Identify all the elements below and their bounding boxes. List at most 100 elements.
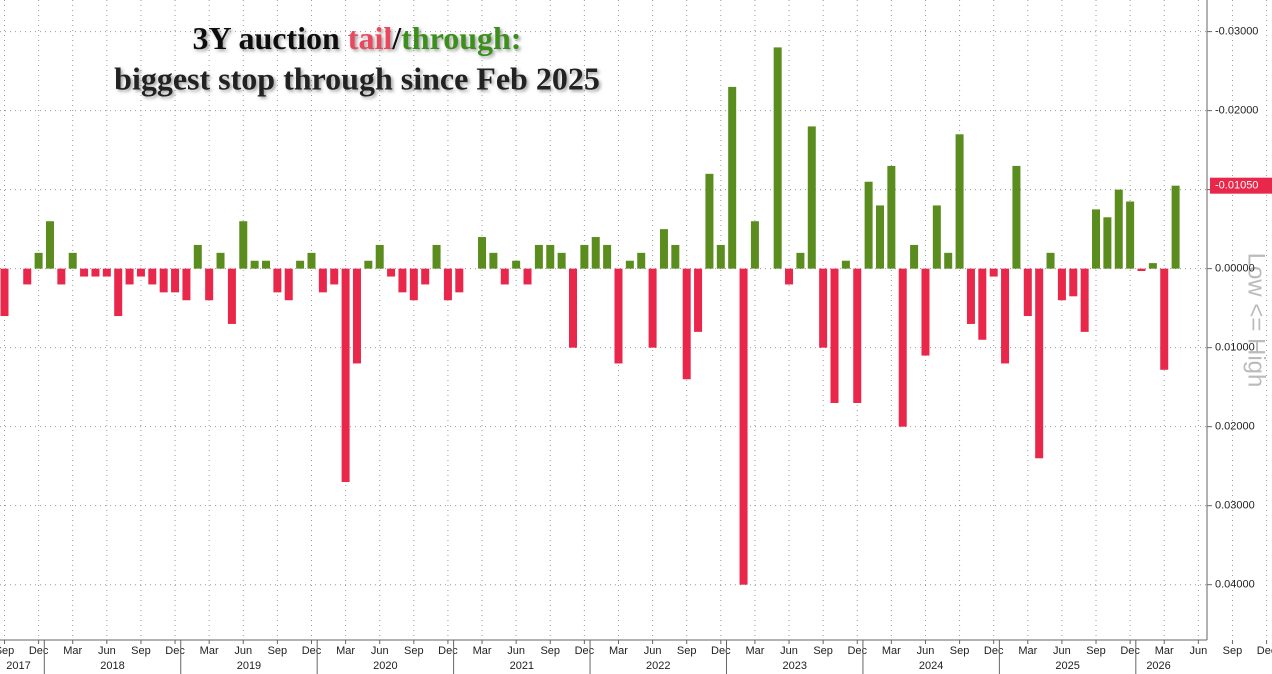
y-tick-label: -0.03000 — [1215, 26, 1258, 38]
bar — [966, 268, 975, 324]
year-label: 2019 — [237, 660, 261, 672]
x-tick-label: Mar — [745, 645, 764, 657]
bar — [318, 268, 327, 293]
bar — [102, 268, 111, 277]
bar — [1023, 268, 1032, 317]
x-tick-label: Dec — [575, 645, 595, 657]
year-label: 2021 — [510, 660, 534, 672]
x-tick-label: Dec — [1257, 645, 1272, 657]
x-tick-label: Sep — [677, 645, 697, 657]
bar — [125, 268, 134, 285]
x-tick-label: Dec — [165, 645, 185, 657]
title-part: / — [391, 20, 402, 56]
x-tick-label: Dec — [29, 645, 49, 657]
bar — [91, 268, 100, 277]
bar — [387, 268, 396, 277]
bar — [807, 126, 816, 269]
x-tick-label: Jun — [1053, 645, 1071, 657]
x-tick-label: Sep — [1223, 645, 1243, 657]
bar — [68, 252, 77, 269]
bar — [955, 134, 964, 269]
x-tick-label: Dec — [847, 645, 867, 657]
bar — [1103, 217, 1112, 269]
title-part: tail — [348, 20, 393, 56]
year-label: 2023 — [782, 660, 806, 672]
y-tick-label: 0.04000 — [1215, 579, 1255, 591]
bar — [57, 268, 66, 285]
bar — [478, 237, 487, 269]
bar — [1080, 268, 1089, 332]
x-tick-label: Jun — [780, 645, 798, 657]
bar — [250, 260, 259, 269]
y-tick-label: 0.01000 — [1215, 342, 1255, 354]
bar — [1114, 189, 1123, 269]
axis-note: Low <= High — [1243, 253, 1270, 388]
bar — [750, 221, 759, 269]
bar — [182, 268, 191, 301]
bar — [694, 268, 703, 332]
bar — [216, 252, 225, 269]
bar — [398, 268, 407, 293]
bar — [830, 268, 839, 403]
bar — [625, 260, 634, 269]
bar — [819, 268, 828, 348]
bar — [728, 86, 737, 269]
year-label: 2025 — [1055, 660, 1079, 672]
x-tick-label: Mar — [473, 645, 492, 657]
bar — [932, 205, 941, 269]
bar — [682, 268, 691, 380]
x-tick-label: Jun — [371, 645, 389, 657]
bar — [864, 181, 873, 269]
bar — [705, 173, 714, 269]
bar — [307, 252, 316, 269]
bar — [432, 244, 441, 269]
x-tick-label: Jun — [917, 645, 935, 657]
bar — [978, 268, 987, 340]
x-tick-label: Mar — [336, 645, 355, 657]
x-tick-label: Jun — [234, 645, 252, 657]
x-tick-label: Jun — [644, 645, 662, 657]
x-tick-label: Mar — [1155, 645, 1174, 657]
bar — [375, 244, 384, 269]
bar — [910, 244, 919, 269]
x-tick-label: Sep — [404, 645, 424, 657]
bar — [45, 221, 54, 269]
bar — [921, 268, 930, 356]
bar — [989, 268, 998, 277]
x-tick-label: Jun — [507, 645, 525, 657]
bar — [1046, 252, 1055, 269]
bar — [841, 260, 850, 269]
bar — [944, 252, 953, 269]
bar — [671, 244, 680, 269]
last-value-tag — [1210, 177, 1272, 194]
bar — [853, 268, 862, 403]
bar — [489, 252, 498, 269]
chart-title-line2: biggest stop through since Feb 2025 — [114, 60, 600, 96]
x-tick-label: Sep — [0, 645, 14, 657]
title-part: 3Y auction — [193, 20, 348, 56]
bar — [1137, 268, 1146, 272]
bar — [227, 268, 236, 324]
bar — [739, 268, 748, 585]
bar — [659, 229, 668, 269]
bar — [580, 244, 589, 269]
bar — [523, 268, 532, 285]
bar — [614, 268, 623, 364]
bar — [1001, 268, 1010, 364]
bar — [1057, 268, 1066, 301]
bar — [1035, 268, 1044, 459]
bar — [421, 268, 430, 285]
bar — [148, 268, 157, 285]
x-tick-label: Sep — [813, 645, 833, 657]
year-label: 2024 — [919, 660, 943, 672]
bar — [239, 221, 248, 269]
bar — [330, 268, 339, 285]
bar — [875, 205, 884, 269]
x-tick-label: Dec — [1120, 645, 1140, 657]
x-tick-label: Jun — [98, 645, 116, 657]
x-tick-label: Mar — [200, 645, 219, 657]
bar — [284, 268, 293, 301]
last-value-label: -0.01050 — [1215, 180, 1258, 192]
bar — [569, 268, 577, 348]
